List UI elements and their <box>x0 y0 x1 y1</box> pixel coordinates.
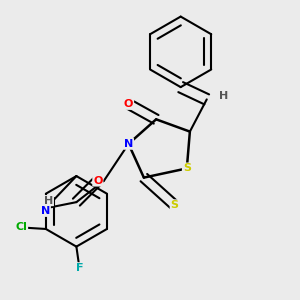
Text: S: S <box>170 200 178 210</box>
Text: H: H <box>44 196 53 206</box>
Text: S: S <box>183 164 191 173</box>
Text: Cl: Cl <box>15 222 27 233</box>
Text: F: F <box>76 263 83 273</box>
Text: N: N <box>41 206 50 216</box>
Text: N: N <box>124 139 133 149</box>
Text: H: H <box>219 91 228 101</box>
Text: O: O <box>93 176 103 186</box>
Text: O: O <box>124 99 133 109</box>
